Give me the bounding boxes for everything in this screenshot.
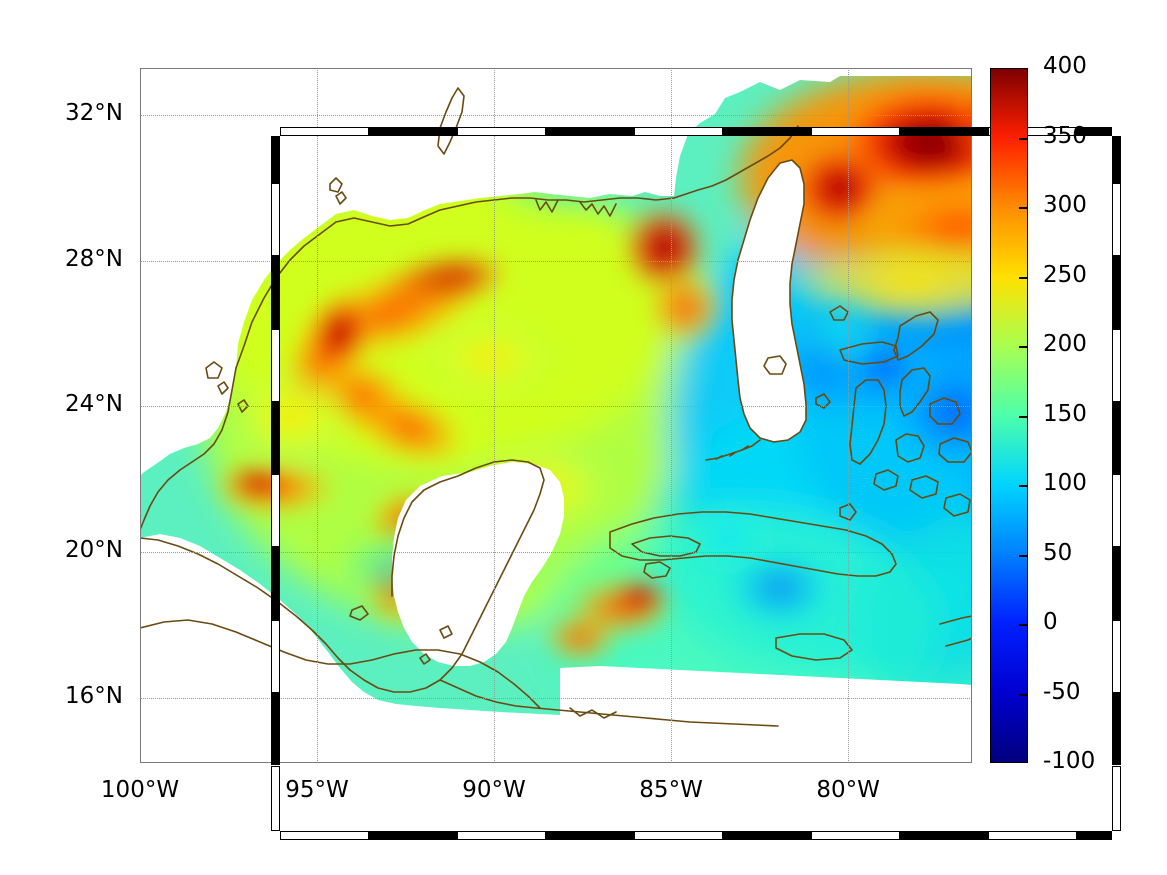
border-block-top [722,127,812,136]
border-block-top [1076,127,1112,136]
border-block-left [271,328,280,402]
x-tick-label: 100°W [100,777,180,803]
map-axes [140,68,1121,840]
colorbar-tick-mark [1019,346,1028,348]
border-block-bottom [457,831,546,840]
y-tick-label: 16°N [65,682,123,709]
colorbar-tick-mark [1019,485,1028,487]
border-block-top [988,127,1077,136]
colorbar-tick-mark [1019,137,1028,140]
border-block-bottom [1076,831,1112,840]
colorbar: -100 -50 0 50 100 150 200 250 300 350 400 [990,53,1095,774]
colorbar-tick-mark [1019,693,1028,696]
colorbar-tick-label: 250 [1043,261,1087,288]
border-block-left [271,401,280,475]
y-tick-label: 20°N [65,536,123,563]
border-block-right [1112,692,1121,766]
border-block-top [280,127,369,136]
colorbar-gradient [990,68,1028,763]
colorbar-tick-label: -50 [1043,678,1081,705]
border-block-top [634,127,723,136]
border-block-right [1112,256,1121,329]
border-block-right [1112,547,1121,620]
border-block-right [1112,401,1121,475]
map-canvas [140,68,972,763]
border-block-left [271,136,280,184]
coastline-layer [140,87,972,727]
land-mask-layer [140,68,972,763]
border-block-right [1112,328,1121,402]
colorbar-tick-mark [1019,207,1028,209]
border-block-right [1112,474,1121,548]
colorbar-tick-mark [1019,415,1028,418]
gridline-lon-80 [848,68,849,763]
gridline-lat-28 [140,261,972,262]
x-tick-label: 90°W [462,777,526,803]
border-block-left [271,547,280,620]
y-tick-label: 32°N [65,100,123,127]
x-tick-label: 85°W [639,777,703,803]
border-block-bottom [280,831,369,840]
y-tick-label: 24°N [65,391,123,418]
border-block-left [271,619,280,693]
border-block-top [811,127,900,136]
colorbar-tick-label: 0 [1043,609,1058,635]
border-block-bottom [634,831,723,840]
border-block-left [271,183,280,257]
border-block-bottom [722,831,812,840]
colorbar-tick-label: 300 [1043,192,1087,218]
border-block-bottom [899,831,989,840]
border-block-bottom [545,831,635,840]
colorbar-tick-label: -100 [1043,748,1096,774]
border-block-bottom [988,831,1077,840]
colorbar-tick-mark [1019,624,1028,626]
border-block-left [271,474,280,548]
gridline-lat-32 [140,115,972,116]
colorbar-tick-label: 200 [1043,331,1087,357]
gridline-lat-24 [140,406,972,407]
border-block-bottom [368,831,457,840]
border-block-right [1112,136,1121,184]
colorbar-tick-mark [1019,554,1028,557]
colorbar-tick-mark [1019,276,1028,279]
border-block-left [271,256,280,329]
gridline-lon-85 [671,68,672,763]
border-block-right [1112,183,1121,257]
x-tick-label: 95°W [285,777,349,803]
border-block-top [368,127,457,136]
border-block-top [899,127,989,136]
border-block-right [1112,765,1121,831]
gridline-lon-95 [317,68,318,763]
colorbar-tick-label: 350 [1043,122,1087,149]
gridline-lat-16 [140,698,972,699]
border-block-left [271,692,280,766]
colorbar-tick-label: 100 [1043,470,1087,496]
x-tick-label: 80°W [816,777,880,803]
colorbar-tick-label: 400 [1043,53,1087,79]
border-block-right [1112,619,1121,693]
border-block-bottom [811,831,900,840]
colorbar-tick-label: 150 [1043,400,1087,427]
y-tick-label: 28°N [65,245,123,272]
colorbar-tick-label: 50 [1043,539,1073,566]
border-block-top [545,127,635,136]
border-block-left [271,765,280,831]
border-block-top [457,127,546,136]
gridline-lon-90 [494,68,495,763]
gridline-lat-20 [140,552,972,553]
